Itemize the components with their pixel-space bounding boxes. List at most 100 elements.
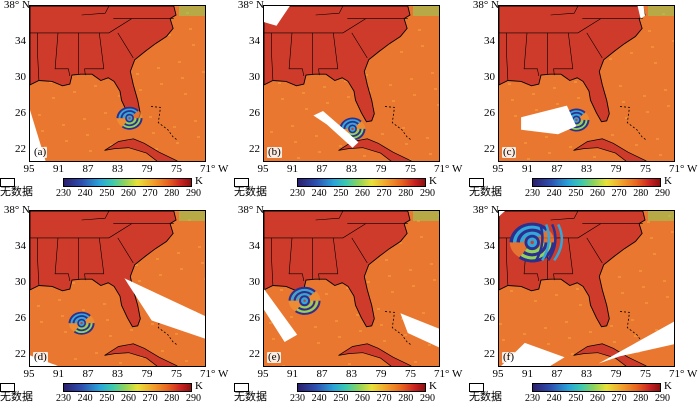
nodata-swath [501, 342, 565, 366]
colorbar [297, 178, 426, 187]
colorbar-ticks: 230 240 250 260 270 280 290 [525, 188, 670, 199]
colorbar-tick-label: 280 [398, 393, 414, 404]
latitude-label: 34 [249, 34, 260, 47]
colorbar-tick-label: 290 [419, 188, 435, 199]
cuba [573, 138, 647, 161]
state-border [264, 18, 366, 34]
longitude-label: 87 [82, 368, 94, 380]
colorbar-tick-label: 280 [398, 188, 414, 199]
map-frame: (c) [498, 5, 675, 162]
state-border [264, 223, 366, 239]
nodata-legend-box [0, 383, 15, 392]
colorbar-tick-label: 260 [120, 188, 136, 199]
nodata-swath [400, 313, 439, 348]
panel-label: (c) [502, 146, 517, 158]
state-border [84, 32, 105, 76]
map-panel: 38° N 34 30 26 22 (e) 95 91 87 83 79 75 71° W 无数据 K 230… [234, 205, 462, 405]
colorbar-tick-label: 230 [56, 393, 71, 404]
longitude-label: 79 [141, 368, 153, 380]
latitude-label: 26 [249, 106, 260, 119]
longitude-label: 95 [23, 368, 35, 380]
map-panel: 38° N 34 30 26 22 (d) 95 91 87 83 79 75 71° W 无数据 K 230… [0, 205, 228, 405]
state-border [84, 237, 105, 281]
state-border [586, 32, 603, 59]
nodata-swath [124, 278, 205, 339]
latitude-label: 22 [249, 347, 260, 360]
state-border [30, 223, 132, 239]
state-border [54, 32, 71, 77]
longitude-label: 87 [551, 163, 563, 175]
latitude-label: 34 [15, 239, 26, 252]
longitude-label: 91 [53, 163, 64, 175]
state-border [30, 18, 132, 34]
cuba [338, 138, 412, 161]
latitude-label: 34 [484, 239, 495, 252]
colorbar-tick-label: 240 [311, 188, 327, 199]
colorbar-tick-label: 270 [611, 393, 627, 404]
colorbar-tick-label: 280 [164, 188, 180, 199]
panel-label: (a) [33, 146, 48, 158]
longitude-label: 95 [492, 368, 504, 380]
latitude-label: 30 [15, 275, 26, 288]
latitude-label: 30 [15, 70, 26, 83]
nodata-legend-label: 无数据 [469, 186, 502, 198]
colorbar-tick-label: 280 [633, 393, 649, 404]
latitude-label: 34 [249, 239, 260, 252]
longitude-label: 71° W [669, 368, 698, 380]
latitude-label: 30 [249, 70, 260, 83]
colorbar-tick-label: 270 [376, 393, 392, 404]
nodata-legend-label: 无数据 [0, 391, 33, 403]
colorbar-tick-label: 240 [77, 188, 93, 199]
state-border [523, 32, 540, 77]
latitude-label: 22 [15, 142, 26, 155]
longitude-label: 75 [171, 368, 182, 380]
map-frame: (e) [263, 210, 440, 367]
longitude-label: 91 [522, 368, 533, 380]
latitude-label: 26 [15, 106, 26, 119]
panel-label: (e) [267, 351, 282, 363]
panel-label: (d) [33, 351, 48, 363]
longitude-label: 79 [375, 163, 387, 175]
state-border [553, 32, 574, 76]
longitude-label: 71° W [434, 163, 463, 175]
colorbar-tick-label: 290 [185, 393, 201, 404]
nodata-legend-box [469, 178, 484, 187]
colorbar [532, 383, 661, 392]
state-border [271, 237, 274, 286]
cyclone [68, 311, 95, 335]
nodata-swath [264, 289, 298, 342]
panel-label: (f) [502, 351, 515, 363]
latitude-label: 38° N [472, 0, 499, 11]
longitude-label: 71° W [434, 368, 463, 380]
nodata-legend-label: 无数据 [0, 186, 33, 198]
colorbar-tick-label: 230 [290, 393, 305, 404]
colorbar-tick-label: 250 [99, 393, 115, 404]
longitude-label: 75 [171, 163, 182, 175]
state-border [315, 6, 344, 16]
map-frame: (b) [263, 5, 440, 162]
colorbar-unit: K [429, 175, 437, 187]
map-panel: 38° N 34 30 26 22 (c) 95 91 87 83 79 75 71° W 无数据 K 230… [469, 0, 697, 200]
state-border [37, 237, 40, 286]
colorbar-ticks: 230 240 250 260 270 280 290 [56, 188, 201, 199]
latitude-label: 30 [484, 275, 495, 288]
longitude-label: 83 [112, 163, 123, 175]
longitude-label: 75 [405, 163, 416, 175]
longitude-label: 95 [257, 163, 269, 175]
colorbar-tick-label: 250 [99, 188, 115, 199]
cuba [573, 343, 647, 366]
nodata-legend-box [234, 178, 249, 187]
colorbar-ticks: 230 240 250 260 270 280 290 [525, 393, 670, 404]
colorbar-tick-label: 250 [333, 188, 349, 199]
nodata-swath [521, 105, 577, 135]
colorbar-tick-label: 260 [120, 393, 136, 404]
state-border [117, 237, 134, 264]
longitude-label: 79 [141, 163, 153, 175]
longitude-label: 95 [492, 163, 504, 175]
latitude-label: 26 [15, 311, 26, 324]
latitude-label: 26 [484, 311, 495, 324]
colorbar [63, 178, 192, 187]
latitude-label: 30 [484, 70, 495, 83]
state-border [499, 18, 601, 34]
colorbar-tick-label: 230 [525, 188, 540, 199]
